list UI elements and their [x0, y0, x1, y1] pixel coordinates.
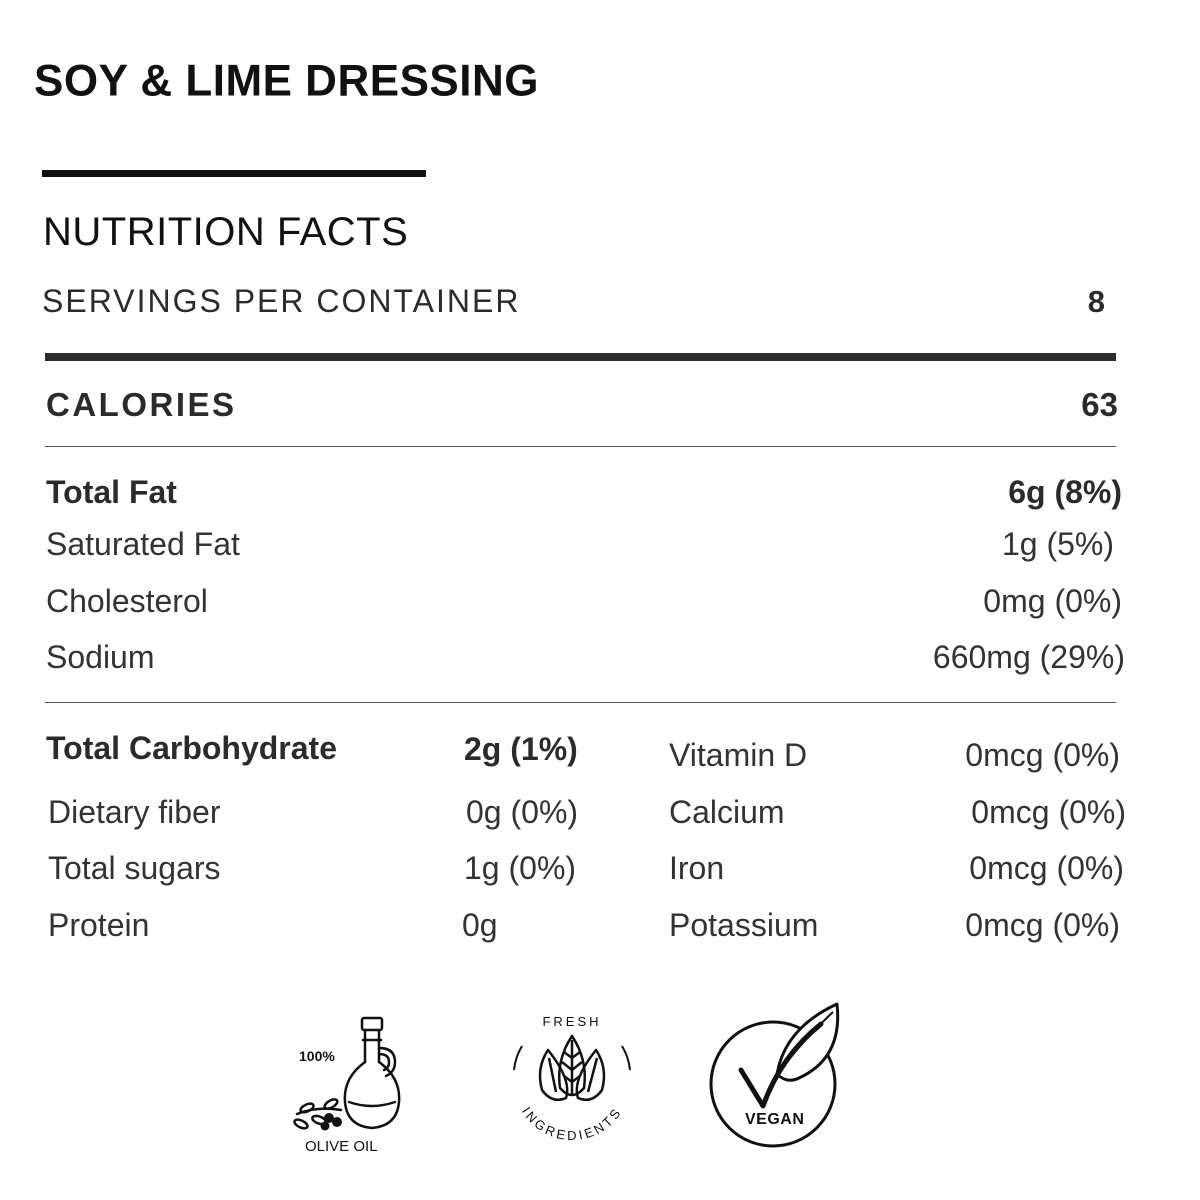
olive-oil-percent: 100%	[299, 1048, 335, 1064]
thick-divider	[45, 353, 1116, 361]
protein-value: 0g	[462, 907, 498, 943]
potassium-value: 0mcg (0%)	[965, 907, 1120, 943]
iron-value: 0mcg (0%)	[969, 850, 1124, 886]
ingredients-text: INGREDIENTS	[519, 1104, 622, 1143]
vitamin-d-label: Vitamin D	[669, 737, 808, 773]
total-carbohydrate-label: Total Carbohydrate	[46, 730, 337, 766]
saturated-fat-value: 1g (5%)	[1001, 526, 1114, 562]
cholesterol-label: Cholesterol	[46, 583, 208, 619]
total-fat-value: 6g (8%)	[1008, 474, 1122, 510]
servings-value: 8	[1087, 284, 1105, 319]
total-carbohydrate-value: 2g (1%)	[464, 731, 578, 767]
protein-label: Protein	[48, 907, 150, 943]
total-sugars-label: Total sugars	[48, 850, 221, 886]
olive-oil-badge: 100% OLIVE OIL	[285, 1010, 415, 1160]
vegan-caption: VEGAN	[745, 1111, 805, 1128]
calories-value: 63	[1081, 386, 1118, 423]
saturated-fat-label: Saturated Fat	[46, 526, 240, 562]
leaves-icon: FRESH INGREDIENTS	[513, 1014, 631, 1143]
title-divider	[42, 170, 426, 177]
sodium-value: 660mg (29%)	[932, 639, 1125, 675]
svg-text:INGREDIENTS: INGREDIENTS	[519, 1104, 625, 1143]
product-title: SOY & LIME DRESSING	[34, 55, 539, 106]
sodium-label: Sodium	[46, 639, 155, 675]
dietary-fiber-label: Dietary fiber	[48, 794, 221, 830]
calories-label: CALORIES	[46, 386, 237, 423]
calcium-value: 0mcg (0%)	[971, 794, 1126, 830]
potassium-label: Potassium	[669, 907, 819, 943]
olive-oil-caption: OLIVE OIL	[305, 1138, 378, 1155]
servings-label: SERVINGS PER CONTAINER	[42, 283, 521, 319]
fat-divider	[45, 702, 1116, 703]
vitamin-d-value: 0mcg (0%)	[965, 737, 1120, 773]
leaf-check-icon	[709, 1002, 840, 1148]
nutrition-facts-heading: NUTRITION FACTS	[43, 210, 409, 254]
vegan-badge: VEGAN	[705, 998, 845, 1158]
fresh-text: FRESH	[542, 1014, 601, 1029]
olive-oil-bottle-icon	[293, 1016, 401, 1131]
fresh-ingredients-badge: FRESH INGREDIENTS	[500, 1010, 645, 1155]
total-sugars-value: 1g (0%)	[464, 850, 577, 886]
cholesterol-value: 0mg (0%)	[983, 583, 1122, 619]
calories-divider	[45, 446, 1116, 447]
total-fat-label: Total Fat	[46, 474, 177, 510]
iron-label: Iron	[669, 850, 725, 886]
dietary-fiber-value: 0g (0%)	[466, 794, 579, 830]
calcium-label: Calcium	[669, 794, 785, 830]
